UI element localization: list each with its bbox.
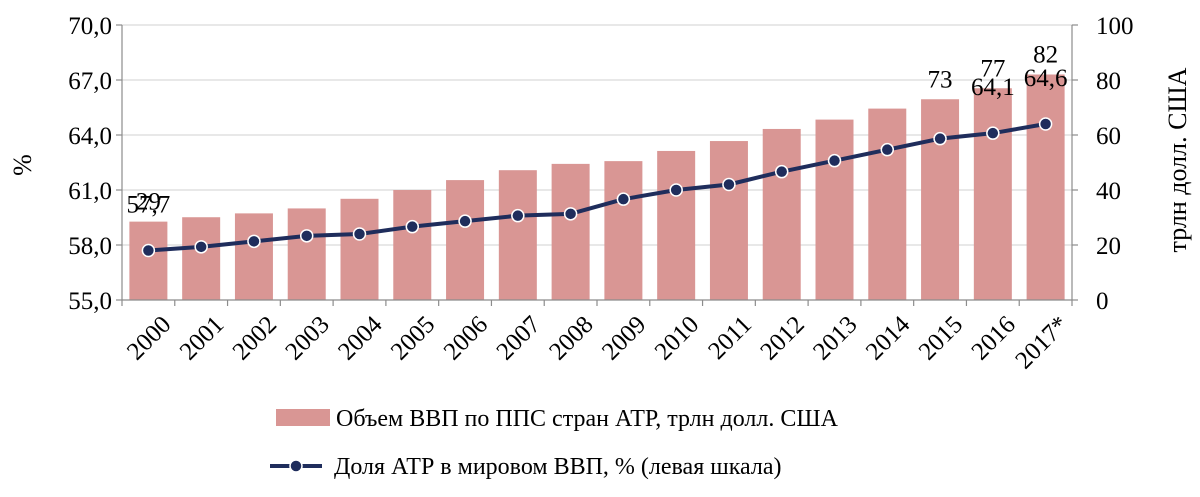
bar xyxy=(446,180,485,300)
data-labels: 29 73 77 82 57,7 64,1 64,6 xyxy=(127,42,1068,219)
x-tick-label: 2013 xyxy=(808,311,862,365)
line-series xyxy=(141,117,1053,258)
bar xyxy=(498,170,537,300)
line-path xyxy=(148,122,1046,253)
x-tick-label: 2009 xyxy=(597,311,651,365)
x-tick-label: 2003 xyxy=(280,311,334,365)
bar xyxy=(709,141,748,300)
line-point xyxy=(405,219,420,234)
y-right-tick-label: 100 xyxy=(1096,13,1134,40)
bar-data-label: 73 xyxy=(928,66,953,93)
y-left-axis-title: % xyxy=(8,154,37,176)
bar xyxy=(129,221,168,300)
x-tick-label: 2008 xyxy=(544,311,598,365)
line-point xyxy=(141,243,156,258)
bar xyxy=(657,150,696,300)
line-point xyxy=(511,208,525,223)
x-tick-label: 2011 xyxy=(703,311,757,365)
x-tick-label: 2015 xyxy=(914,311,968,365)
y-left-tick-label: 61,0 xyxy=(68,178,112,205)
line-point xyxy=(827,153,842,168)
y-right-tick-label: 80 xyxy=(1096,68,1121,95)
y-left-tick-label: 55,0 xyxy=(68,288,112,315)
line-point xyxy=(458,214,472,228)
legend-bar-label: Объем ВВП по ППС стран АТР, трлн долл. С… xyxy=(336,406,839,432)
bar-data-label: 82 xyxy=(1033,42,1058,69)
legend: Объем ВВП по ППС стран АТР, трлн долл. С… xyxy=(270,406,839,480)
x-tick-label: 2002 xyxy=(228,311,282,365)
y-left-tick-label: 58,0 xyxy=(68,233,112,260)
bar xyxy=(762,128,801,300)
legend-line-marker xyxy=(289,459,303,473)
line-point xyxy=(247,234,261,249)
x-tick-label: 2005 xyxy=(386,311,440,365)
line-point xyxy=(880,142,895,157)
line-data-label: 64,1 xyxy=(971,74,1015,101)
y-left-tick-label: 70,0 xyxy=(68,13,112,40)
line-point xyxy=(563,207,578,221)
x-tick-label: 2006 xyxy=(439,311,493,365)
line-point xyxy=(299,229,314,243)
y-right-tick-label: 20 xyxy=(1096,233,1121,260)
x-tick-label: 2007 xyxy=(492,311,546,365)
bar-data-label: 29 xyxy=(136,189,161,216)
line-data-label: 57,7 xyxy=(127,192,171,219)
x-tick-label: 2000 xyxy=(122,311,176,365)
line-point xyxy=(1038,117,1053,131)
y-left-tick-label: 64,0 xyxy=(68,123,112,150)
gridlines xyxy=(122,24,1072,246)
x-tick-label: 2010 xyxy=(650,311,704,365)
x-tick-label: 2001 xyxy=(175,311,229,365)
bar xyxy=(973,88,1012,300)
line-point xyxy=(722,177,736,192)
legend-line-label: Доля АТР в мировом ВВП, % (левая шкала) xyxy=(334,454,782,480)
axes: 2000200120022003200420052006200720082009… xyxy=(68,13,1133,374)
x-tick-label: 2012 xyxy=(755,311,809,365)
bar xyxy=(551,163,590,300)
y-right-tick-label: 40 xyxy=(1096,178,1121,205)
line-point xyxy=(986,126,1000,140)
y-right-tick-label: 60 xyxy=(1096,123,1121,150)
line-point xyxy=(774,164,789,179)
bar xyxy=(604,161,643,300)
bar xyxy=(234,213,273,300)
line-point xyxy=(194,240,208,254)
x-tick-label: 2014 xyxy=(861,311,916,366)
y-right-tick-label: 0 xyxy=(1096,288,1109,315)
legend-bar-swatch xyxy=(276,409,330,426)
line-point xyxy=(933,131,947,146)
bar xyxy=(868,108,907,300)
bar xyxy=(340,198,379,300)
bar xyxy=(287,208,326,300)
x-tick-label: 2017* xyxy=(1010,311,1073,374)
bar xyxy=(815,119,854,300)
line-data-label: 64,6 xyxy=(1024,65,1068,92)
y-right-axis-title: трлн долл. США xyxy=(1163,67,1192,252)
bar xyxy=(182,217,221,300)
bar xyxy=(1026,74,1065,300)
bar-data-label: 77 xyxy=(980,55,1005,82)
bar xyxy=(921,99,960,300)
line-point xyxy=(616,192,631,206)
line-point xyxy=(669,183,683,197)
y-left-tick-label: 67,0 xyxy=(68,68,112,95)
bar-series xyxy=(129,74,1065,300)
bar xyxy=(393,190,432,300)
x-tick-label: 2004 xyxy=(333,311,388,366)
line-point xyxy=(352,227,367,241)
